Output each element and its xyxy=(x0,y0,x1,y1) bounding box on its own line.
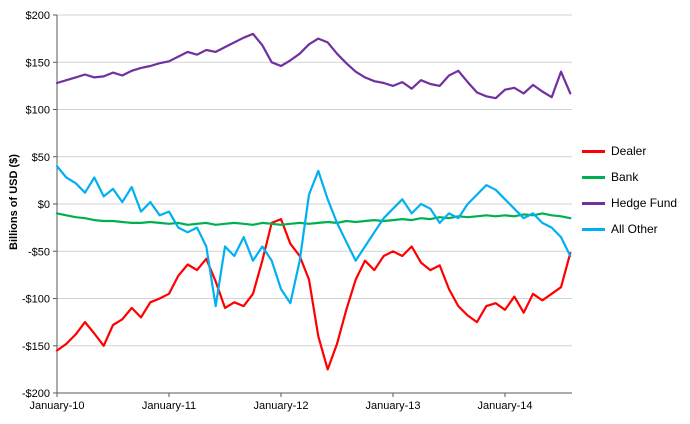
svg-text:$50: $50 xyxy=(32,152,50,164)
svg-text:January-10: January-10 xyxy=(29,400,84,412)
legend-label-hedge-fund: Hedge Fund xyxy=(611,196,678,210)
legend-item-hedge-fund: Hedge Fund xyxy=(582,196,677,210)
svg-text:-$150: -$150 xyxy=(22,341,50,353)
y-axis-title: Billions of USD ($) xyxy=(8,154,20,250)
svg-text:January-13: January-13 xyxy=(365,400,420,412)
svg-text:-$100: -$100 xyxy=(22,294,50,306)
legend-item-bank: Bank xyxy=(582,170,677,184)
legend-item-all-other: All Other xyxy=(582,222,677,236)
svg-text:$200: $200 xyxy=(26,10,50,22)
legend-label-all-other: All Other xyxy=(611,222,658,236)
svg-text:-$50: -$50 xyxy=(28,246,50,258)
legend: Dealer Bank Hedge Fund All Other xyxy=(582,144,677,248)
svg-text:-$200: -$200 xyxy=(22,388,50,400)
legend-swatch-all-other xyxy=(582,227,605,231)
svg-text:January-14: January-14 xyxy=(477,400,532,412)
legend-swatch-dealer xyxy=(582,149,605,153)
svg-text:January-11: January-11 xyxy=(142,400,196,412)
legend-swatch-bank xyxy=(582,175,605,179)
legend-item-dealer: Dealer xyxy=(582,144,677,158)
legend-label-bank: Bank xyxy=(611,170,639,184)
legend-label-dealer: Dealer xyxy=(611,144,647,158)
legend-swatch-hedge-fund xyxy=(582,201,605,205)
svg-text:$100: $100 xyxy=(26,105,50,117)
svg-text:January-12: January-12 xyxy=(253,400,308,412)
svg-text:$150: $150 xyxy=(26,57,50,69)
svg-text:$0: $0 xyxy=(38,199,50,211)
